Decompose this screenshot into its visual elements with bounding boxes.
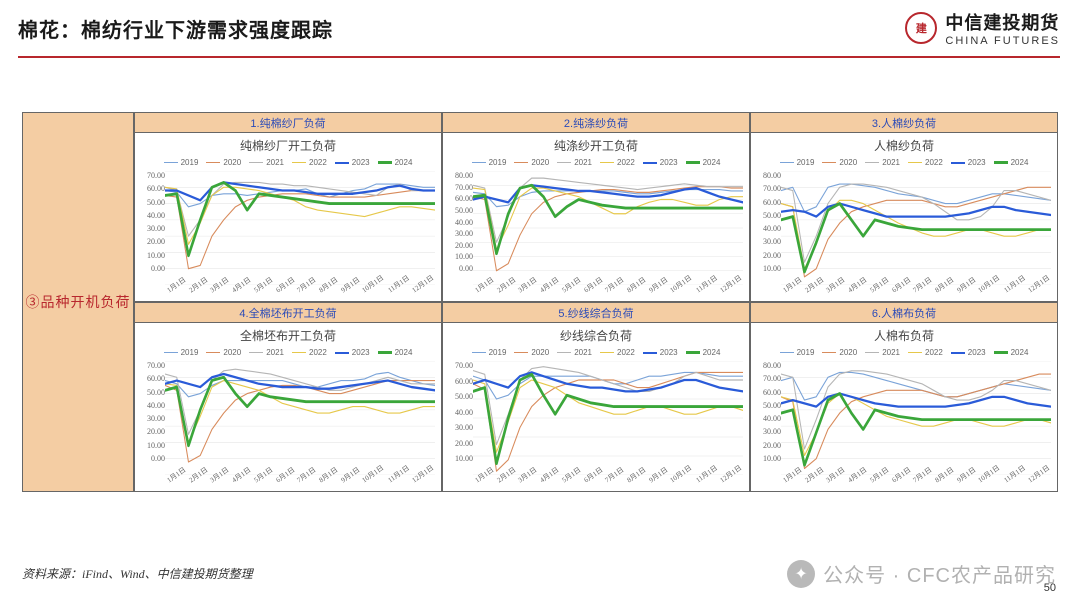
chart-x-axis: 1月1日2月1日3月1日4月1日5月1日6月1日7月1日8月1日9月1日10月1… bbox=[473, 477, 743, 487]
chart-title: 纱线综合负荷 bbox=[443, 323, 749, 344]
chart-legend: 201920202021202220232024 bbox=[443, 154, 749, 171]
chart-plot: 80.0070.0060.0050.0040.0030.0020.0010.00 bbox=[751, 361, 1057, 477]
chart-legend: 201920202021202220232024 bbox=[135, 154, 441, 171]
chart-legend: 201920202021202220232024 bbox=[443, 344, 749, 361]
main-panel: ③品种开机负荷 1.纯棉纱厂负荷纯棉纱厂开工负荷2019202020212022… bbox=[22, 112, 1058, 492]
chart-cell: 5.纱线综合负荷纱线综合负荷20192020202120222023202470… bbox=[442, 302, 750, 492]
chart-plot: 80.0070.0060.0050.0040.0030.0020.0010.00… bbox=[443, 171, 749, 287]
wechat-icon: ✦ bbox=[787, 560, 815, 588]
brand-name-cn: 中信建投期货 bbox=[945, 9, 1060, 35]
chart-title: 人棉布负荷 bbox=[751, 323, 1057, 344]
chart-tab-label: 6.人棉布负荷 bbox=[872, 305, 936, 321]
chart-tab-label: 2.纯涤纱负荷 bbox=[564, 115, 628, 131]
chart-plot: 80.0070.0060.0050.0040.0030.0020.0010.00 bbox=[751, 171, 1057, 287]
chart-title: 纯涤纱开工负荷 bbox=[443, 133, 749, 154]
chart-tab-label: 4.全棉坯布开工负荷 bbox=[239, 305, 336, 321]
chart-legend: 201920202021202220232024 bbox=[751, 154, 1057, 171]
page-title: 棉花：棉纺行业下游需求强度跟踪 bbox=[18, 14, 333, 43]
chart-x-axis: 1月1日2月1日3月1日4月1日5月1日6月1日7月1日8月1日9月1日10月1… bbox=[781, 287, 1051, 297]
chart-cell: 4.全棉坯布开工负荷全棉坯布开工负荷2019202020212022202320… bbox=[134, 302, 442, 492]
brand-logo: 建 中信建投期货 CHINA FUTURES bbox=[905, 9, 1060, 47]
chart-tab-label: 1.纯棉纱厂负荷 bbox=[250, 115, 325, 131]
page-number: 50 bbox=[1044, 582, 1056, 594]
chart-plot: 70.0060.0050.0040.0030.0020.0010.00 bbox=[443, 361, 749, 477]
chart-cell: 1.纯棉纱厂负荷纯棉纱厂开工负荷201920202021202220232024… bbox=[134, 112, 442, 302]
chart-cell: 2.纯涤纱负荷纯涤纱开工负荷20192020202120222023202480… bbox=[442, 112, 750, 302]
chart-x-axis: 1月1日2月1日3月1日4月1日5月1日6月1日7月1日8月1日9月1日10月1… bbox=[165, 477, 435, 487]
watermark: ✦ 公众号 · CFC农产品研究 bbox=[787, 559, 1056, 588]
chart-plot: 70.0060.0050.0040.0030.0020.0010.000.00 bbox=[135, 171, 441, 287]
chart-title: 全棉坯布开工负荷 bbox=[135, 323, 441, 344]
chart-plot: 70.0060.0050.0040.0030.0020.0010.000.00 bbox=[135, 361, 441, 477]
chart-x-axis: 1月1日2月1日3月1日4月1日5月1日6月1日7月1日8月1日9月1日10月1… bbox=[781, 477, 1051, 487]
chart-cell: 3.人棉纱负荷人棉纱负荷20192020202120222023202480.0… bbox=[750, 112, 1058, 302]
chart-legend: 201920202021202220232024 bbox=[135, 344, 441, 361]
header-divider bbox=[18, 56, 1060, 58]
header: 棉花：棉纺行业下游需求强度跟踪 建 中信建投期货 CHINA FUTURES bbox=[0, 0, 1080, 56]
section-side-label: ③品种开机负荷 bbox=[22, 112, 134, 492]
chart-x-axis: 1月1日2月1日3月1日4月1日5月1日6月1日7月1日8月1日9月1日10月1… bbox=[165, 287, 435, 297]
charts-grid: 1.纯棉纱厂负荷纯棉纱厂开工负荷201920202021202220232024… bbox=[134, 112, 1058, 492]
source-line: 资料来源：iFind、Wind、中信建投期货整理 bbox=[22, 565, 253, 582]
chart-title: 纯棉纱厂开工负荷 bbox=[135, 133, 441, 154]
chart-tab-label: 3.人棉纱负荷 bbox=[872, 115, 936, 131]
chart-cell: 6.人棉布负荷人棉布负荷20192020202120222023202480.0… bbox=[750, 302, 1058, 492]
chart-tab-label: 5.纱线综合负荷 bbox=[558, 305, 633, 321]
brand-name-en: CHINA FUTURES bbox=[945, 35, 1060, 47]
chart-title: 人棉纱负荷 bbox=[751, 133, 1057, 154]
logo-icon: 建 bbox=[905, 12, 937, 44]
chart-legend: 201920202021202220232024 bbox=[751, 344, 1057, 361]
chart-x-axis: 1月1日2月1日3月1日4月1日5月1日6月1日7月1日8月1日9月1日10月1… bbox=[473, 287, 743, 297]
